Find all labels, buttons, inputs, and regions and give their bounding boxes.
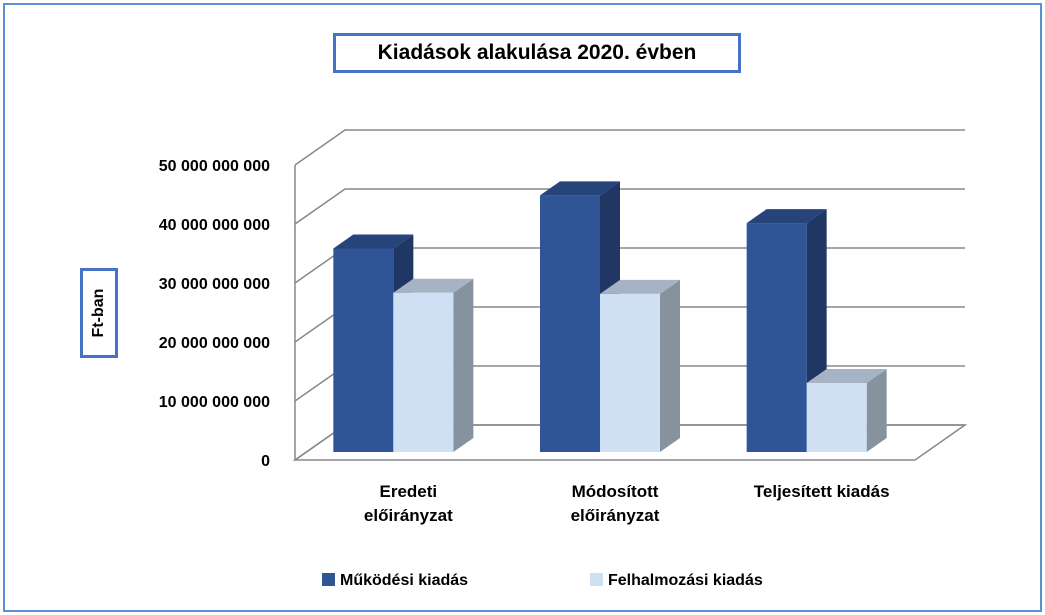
grid-line: [294, 188, 965, 225]
bar-side: [660, 279, 680, 452]
bar-top: [540, 181, 620, 196]
bar-top: [600, 279, 680, 294]
bar: [600, 293, 660, 452]
y-tick-label: 30 000 000 000: [159, 276, 270, 293]
chart-title: Kiadások alakulása 2020. évben: [333, 33, 741, 73]
x-tick-label: Módosított előirányzat: [570, 482, 660, 525]
y-axis-label-box: Ft-ban: [80, 268, 118, 358]
legend-label: Működési kiadás: [340, 572, 468, 589]
bar: [333, 248, 394, 452]
bar: [806, 382, 867, 452]
legend-label: Felhalmozási kiadás: [608, 572, 763, 589]
bar-top: [393, 278, 474, 293]
y-tick-label: 50 000 000 000: [159, 158, 270, 175]
x-tick-label: Teljesített kiadás: [753, 482, 890, 501]
legend-swatch: [322, 573, 335, 586]
y-tick-label: 40 000 000 000: [159, 217, 270, 234]
bar: [393, 292, 454, 452]
y-tick-label: 10 000 000 000: [159, 394, 270, 411]
bar-side: [866, 368, 887, 452]
bar-side: [453, 278, 474, 452]
bar-top: [333, 234, 414, 249]
y-axis-label: Ft-ban: [90, 288, 107, 338]
y-tick-label: 0: [261, 453, 270, 470]
bar: [540, 195, 600, 452]
grid-line: [294, 129, 965, 166]
legend-swatch: [590, 573, 603, 586]
bar-top: [806, 368, 887, 383]
frame: [3, 3, 1042, 612]
bar-top: [746, 209, 827, 224]
bar: [746, 223, 807, 452]
y-tick-label: 20 000 000 000: [159, 335, 270, 352]
x-tick-label: Eredeti előirányzat: [363, 482, 453, 525]
